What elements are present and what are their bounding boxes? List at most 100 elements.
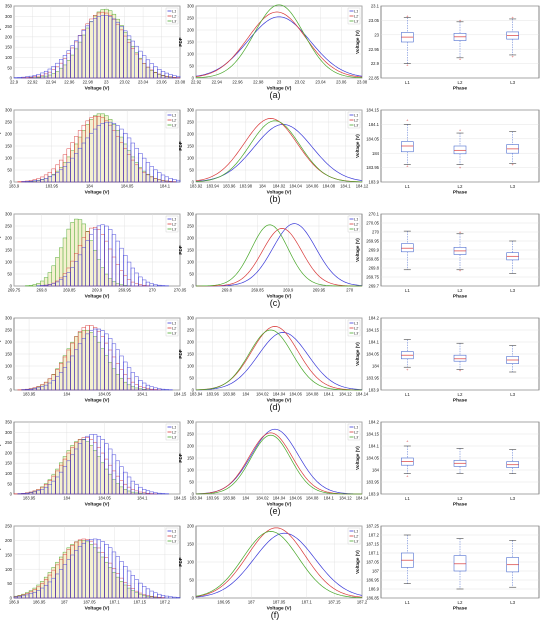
histogram-bar: [154, 73, 158, 78]
y-tick-label: 200: [5, 450, 13, 455]
y-tick-label: 100: [187, 364, 195, 369]
row-label: (b): [270, 194, 281, 204]
x-tick-label: 22.98: [83, 80, 94, 85]
histogram-bar: [86, 231, 90, 286]
x-axis-label: Phase: [453, 294, 467, 300]
histogram-bar: [135, 593, 139, 598]
histogram-bar: [112, 480, 116, 494]
histogram-bar: [37, 387, 41, 390]
histogram-bar: [67, 60, 71, 78]
histogram-bar: [101, 557, 105, 598]
y-tick-label: 187.15: [366, 542, 379, 547]
legend-label: L1: [172, 425, 176, 429]
x-tick-label: 183.92: [190, 184, 203, 189]
histogram-bar: [40, 180, 44, 182]
y-axis-label: PDF: [178, 453, 183, 462]
y-tick-label: 50: [7, 65, 12, 70]
x-tick-label: 184.06: [306, 184, 319, 189]
histogram-bar: [71, 544, 75, 598]
x-tick-label: 23: [104, 80, 109, 85]
x-tick-label: 269.75: [8, 288, 21, 293]
histogram-bar: [86, 542, 90, 598]
x-tick-label: 184.14: [356, 392, 369, 397]
x-axis-label: Phase: [453, 502, 467, 508]
x-tick-label: L2: [458, 496, 463, 501]
histogram-bar: [97, 552, 101, 598]
x-tick-label: 187: [248, 600, 256, 605]
x-tick-label: 184.1: [324, 392, 335, 397]
y-tick-label: 100: [5, 567, 13, 572]
y-axis-label: PDF: [178, 245, 183, 254]
x-tick-label: 187.15: [133, 600, 146, 605]
y-tick-label: 150: [187, 542, 195, 547]
histogram-bar: [71, 222, 75, 286]
histogram-bar: [112, 282, 116, 286]
x-tick-label: 184.02: [256, 496, 269, 501]
y-tick-label: 184.1: [369, 122, 380, 127]
y-tick-label: 250: [187, 120, 195, 125]
histogram-bar: [71, 55, 75, 78]
x-tick-label: L1: [405, 496, 410, 501]
histogram-bar: [63, 457, 67, 494]
x-tick-label: 184: [63, 392, 71, 397]
y-tick-label: 184.1: [369, 340, 380, 345]
y-axis-label: Voltage (V): [355, 238, 360, 262]
x-tick-label: 22.96: [232, 80, 243, 85]
x-tick-label: 22.94: [46, 80, 57, 85]
y-tick-label: 250: [5, 224, 13, 229]
histogram-bar: [71, 342, 75, 390]
histogram-bar: [116, 374, 120, 390]
y-tick-label: 269.85: [366, 257, 379, 262]
y-tick-label: 300: [5, 430, 13, 435]
y-tick-label: 184.15: [366, 432, 379, 437]
y-axis-label: PDF: [178, 37, 183, 46]
x-axis-label: Voltage (V): [85, 86, 110, 92]
x-tick-label: 184.04: [289, 184, 302, 189]
y-tick-label: 250: [5, 524, 13, 529]
histogram-bar: [74, 442, 78, 494]
histogram-bar: [131, 46, 135, 78]
row-label: (a): [270, 90, 281, 100]
y-tick-label: 183.95: [366, 376, 379, 381]
x-tick-label: 186.95: [217, 600, 230, 605]
histogram-bar: [157, 180, 161, 182]
y-axis-label: Number of samples: [0, 332, 1, 375]
histogram-bar: [97, 114, 101, 182]
histogram-bar: [67, 349, 71, 390]
legend-label: L1: [172, 529, 176, 533]
histogram-bar: [67, 548, 71, 598]
x-tick-label: 270.05: [174, 288, 187, 293]
x-tick-label: 184.05: [98, 392, 111, 397]
y-tick-label: 250: [187, 224, 195, 229]
histogram-bar: [93, 451, 97, 494]
y-tick-label: 350: [5, 420, 13, 425]
histogram-bar: [120, 137, 124, 182]
y-axis-label: PDF: [178, 349, 183, 358]
y-tick-label: 250: [5, 328, 13, 333]
y-tick-label: 183.9: [369, 180, 380, 185]
y-tick-label: 250: [187, 328, 195, 333]
histogram-bar: [82, 224, 86, 286]
histogram-bar: [89, 544, 93, 598]
y-tick-label: 187: [372, 569, 380, 574]
histogram-bar: [82, 440, 86, 494]
histogram-bar: [82, 35, 86, 78]
y-tick-label: 150: [5, 248, 13, 253]
x-tick-label: L1: [405, 392, 410, 397]
x-axis-label: Phase: [453, 398, 467, 404]
legend-label: L1: [354, 9, 358, 13]
histogram-bar: [120, 487, 124, 494]
x-tick-label: 187.1: [302, 600, 313, 605]
box-body: [454, 355, 466, 361]
y-tick-label: 200: [5, 34, 13, 39]
x-tick-label: 269.9: [283, 288, 294, 293]
x-tick-label: 270: [346, 288, 354, 293]
x-tick-label: 184.1: [160, 184, 171, 189]
